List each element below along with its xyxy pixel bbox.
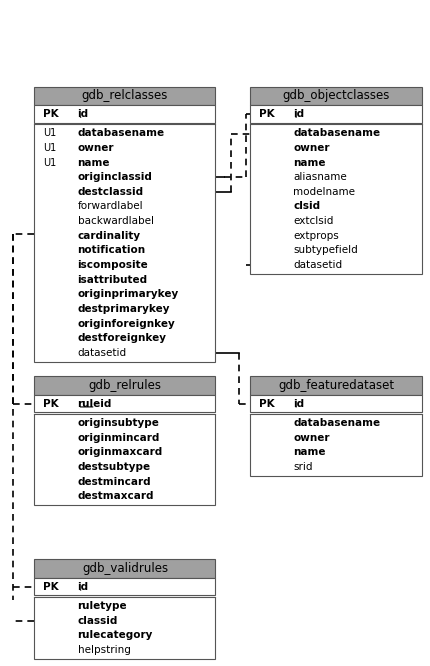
- FancyBboxPatch shape: [249, 105, 421, 123]
- Text: name: name: [77, 157, 110, 168]
- Text: PK: PK: [43, 398, 58, 409]
- Text: destprimarykey: destprimarykey: [77, 304, 170, 314]
- Text: originforeignkey: originforeignkey: [77, 318, 175, 329]
- Text: forwardlabel: forwardlabel: [77, 201, 143, 212]
- Text: destsubtype: destsubtype: [77, 462, 150, 472]
- Text: id: id: [292, 398, 304, 409]
- Text: ruletype: ruletype: [77, 601, 127, 611]
- Text: originprimarykey: originprimarykey: [77, 289, 178, 300]
- Text: PK: PK: [43, 109, 58, 119]
- Text: classid: classid: [77, 615, 118, 626]
- Text: destclassid: destclassid: [77, 186, 143, 197]
- FancyBboxPatch shape: [34, 414, 215, 505]
- Text: rulecategory: rulecategory: [77, 630, 153, 641]
- FancyBboxPatch shape: [34, 105, 215, 123]
- Text: id: id: [292, 109, 304, 119]
- Text: gdb_relclasses: gdb_relclasses: [82, 89, 168, 103]
- Text: databasename: databasename: [292, 418, 379, 428]
- FancyBboxPatch shape: [34, 124, 215, 362]
- Text: PK: PK: [258, 109, 273, 119]
- Text: gdb_validrules: gdb_validrules: [82, 562, 168, 575]
- Text: srid: srid: [292, 462, 312, 472]
- Text: name: name: [292, 447, 325, 458]
- Text: modelname: modelname: [292, 186, 354, 197]
- FancyBboxPatch shape: [34, 395, 215, 412]
- Text: PK: PK: [43, 581, 58, 592]
- Text: iscomposite: iscomposite: [77, 260, 148, 270]
- Text: destmincard: destmincard: [77, 476, 151, 487]
- Text: datasetid: datasetid: [77, 348, 126, 358]
- Text: destforeignkey: destforeignkey: [77, 333, 166, 344]
- FancyBboxPatch shape: [249, 87, 421, 105]
- Text: gdb_objectclasses: gdb_objectclasses: [282, 89, 389, 103]
- Text: helpstring: helpstring: [77, 645, 130, 655]
- Text: originmincard: originmincard: [77, 432, 160, 443]
- Text: databasename: databasename: [77, 128, 164, 139]
- Text: originsubtype: originsubtype: [77, 418, 159, 428]
- Text: extclsid: extclsid: [292, 216, 333, 226]
- Text: name: name: [292, 157, 325, 168]
- Text: U1: U1: [43, 128, 56, 139]
- Text: id: id: [77, 581, 89, 592]
- Text: gdb_relrules: gdb_relrules: [88, 379, 161, 392]
- FancyBboxPatch shape: [249, 395, 421, 412]
- Text: cardinality: cardinality: [77, 230, 140, 241]
- Text: backwardlabel: backwardlabel: [77, 216, 153, 226]
- FancyBboxPatch shape: [34, 597, 215, 659]
- FancyBboxPatch shape: [34, 87, 215, 105]
- Text: owner: owner: [292, 432, 329, 443]
- Text: isattributed: isattributed: [77, 274, 147, 285]
- Text: destmaxcard: destmaxcard: [77, 491, 154, 501]
- Text: extprops: extprops: [292, 230, 338, 241]
- Text: subtypefield: subtypefield: [292, 245, 357, 256]
- Text: clsid: clsid: [292, 201, 319, 212]
- Text: originmaxcard: originmaxcard: [77, 447, 163, 458]
- Text: U1: U1: [43, 157, 56, 168]
- Text: originclassid: originclassid: [77, 172, 152, 182]
- Text: owner: owner: [77, 143, 114, 153]
- Text: datasetid: datasetid: [292, 260, 341, 270]
- Text: owner: owner: [292, 143, 329, 153]
- Text: PK: PK: [258, 398, 273, 409]
- Text: databasename: databasename: [292, 128, 379, 139]
- FancyBboxPatch shape: [34, 559, 215, 578]
- FancyBboxPatch shape: [34, 376, 215, 395]
- Text: id: id: [77, 109, 89, 119]
- FancyBboxPatch shape: [249, 124, 421, 274]
- FancyBboxPatch shape: [249, 376, 421, 395]
- Text: gdb_featuredataset: gdb_featuredataset: [277, 379, 393, 392]
- FancyBboxPatch shape: [34, 578, 215, 595]
- Text: aliasname: aliasname: [292, 172, 346, 182]
- Text: ruleid: ruleid: [77, 398, 112, 409]
- FancyBboxPatch shape: [249, 414, 421, 476]
- Text: notification: notification: [77, 245, 145, 256]
- Text: U1: U1: [43, 143, 56, 153]
